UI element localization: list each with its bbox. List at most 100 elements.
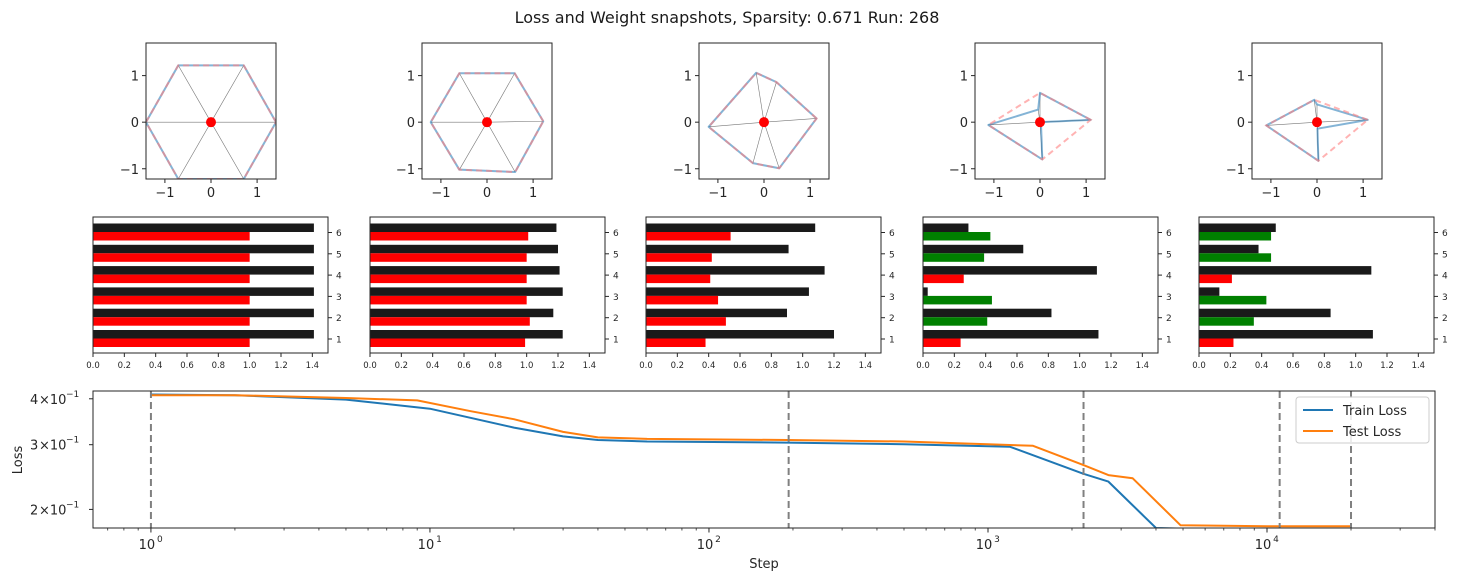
weight-snapshot-panel: −1 0 1 −1 0 1 <box>1226 42 1383 201</box>
x-axis-label: Step <box>749 557 779 572</box>
y-tick-label: 5 <box>336 250 342 260</box>
y-tick-base: ×10 <box>39 393 66 408</box>
bar-norm <box>646 223 816 232</box>
y-tick-label: 1 <box>613 336 619 346</box>
x-tick-label: −1 <box>1261 186 1280 201</box>
x-tick-label: 1.2 <box>551 361 565 371</box>
bar-norm <box>1199 330 1373 339</box>
bar-norm <box>646 244 789 254</box>
bar-red <box>93 253 250 262</box>
x-tick-label: 0 <box>1036 186 1044 201</box>
x-tick-label: 0.0 <box>639 361 653 371</box>
x-tick-label: 0.6 <box>733 361 747 371</box>
y-tick-label: 5 <box>1442 250 1448 260</box>
weight-vector <box>763 118 817 123</box>
x-tick-label: 0 <box>207 186 215 201</box>
y-tick-label: 3 <box>1166 293 1172 303</box>
bar-norm <box>370 330 563 339</box>
plot-area <box>1264 98 1370 163</box>
y-tick-label: 6 <box>889 229 895 239</box>
x-tick-label: 10 <box>418 538 435 553</box>
x-tick-exponent: 3 <box>994 535 1000 545</box>
x-tick-label: 0.6 <box>457 361 471 371</box>
weight-vector <box>178 65 212 123</box>
weight-vector <box>763 82 777 123</box>
bar-red <box>370 338 526 347</box>
bar-red <box>93 232 250 241</box>
x-tick-label: 0.2 <box>1224 361 1238 371</box>
x-tick-label: 0.8 <box>489 361 503 371</box>
figure-title: Loss and Weight snapshots, Sparsity: 0.6… <box>515 8 940 27</box>
bar-norm <box>646 287 809 296</box>
weight-snapshots: −1 0 1 −1 0 1 −1 0 1 −1 0 1 −1 0 1 −1 0 1 −1 0 1 −1 0 1 −1 0 1 −1 0 1 <box>120 42 1383 201</box>
bar-green <box>923 253 985 262</box>
weight-vector <box>988 121 1041 126</box>
axes-frame <box>421 42 553 180</box>
y-tick-base: ×10 <box>39 439 66 454</box>
x-tick-label: 10 <box>697 538 714 553</box>
x-tick-label: 1.4 <box>859 361 873 371</box>
weight-snapshot-panel: −1 0 1 −1 0 1 <box>120 42 277 201</box>
x-tick-label: 1.2 <box>1380 361 1394 371</box>
x-tick-label: 0 <box>1313 186 1321 201</box>
bar-norm <box>923 308 1052 318</box>
y-tick-label: 2 <box>613 314 619 324</box>
bar-norm <box>370 244 558 254</box>
weight-vector <box>486 73 515 123</box>
x-tick-label: 0.0 <box>1192 361 1206 371</box>
bar-red <box>370 295 527 305</box>
x-tick-label: 1.0 <box>796 361 810 371</box>
convex-hull-dashed <box>429 72 545 174</box>
bar-norm <box>1199 308 1331 318</box>
bar-norm <box>370 223 557 232</box>
bar-norm <box>93 308 314 318</box>
bar-red <box>93 338 250 347</box>
weight-vector <box>178 122 212 179</box>
weight-vector <box>1316 119 1368 123</box>
x-tick-label: 1.2 <box>274 361 288 371</box>
bar-norm <box>923 287 928 296</box>
bar-green <box>1199 295 1267 305</box>
x-tick-label: 1.0 <box>520 361 534 371</box>
y-tick-label: −1 <box>949 163 968 178</box>
convex-hull-dashed <box>1264 98 1370 163</box>
y-tick-label: 4 <box>889 272 895 282</box>
y-tick-label: 1 <box>131 70 139 85</box>
bar-green <box>1199 317 1254 326</box>
y-tick-label: −1 <box>396 163 415 178</box>
origin-point <box>1312 117 1322 128</box>
y-tick-label: 3 <box>336 293 342 303</box>
x-tick-label: 1.0 <box>1349 361 1363 371</box>
weight-snapshot-panel: −1 0 1 −1 0 1 <box>673 42 830 201</box>
x-tick-label: 0.6 <box>1010 361 1024 371</box>
y-tick-exponent: −1 <box>66 500 79 510</box>
x-tick-exponent: 2 <box>715 535 721 545</box>
x-tick-label: 0.2 <box>948 361 962 371</box>
y-tick-mantissa: 2 <box>30 503 38 518</box>
bar-green <box>1199 253 1272 262</box>
x-tick-label: 0.0 <box>363 361 377 371</box>
origin-point <box>482 117 492 128</box>
axes-frame <box>92 216 329 354</box>
plot-area <box>986 91 1093 161</box>
bar-norm <box>923 330 1099 339</box>
bar-norm <box>923 223 969 232</box>
weight-vector <box>459 122 488 170</box>
bar-red <box>370 317 530 326</box>
y-tick-label: −1 <box>673 163 692 178</box>
x-tick-label: −1 <box>984 186 1003 201</box>
weight-vector <box>755 72 765 123</box>
weight-vector <box>1266 121 1318 126</box>
y-tick-exponent: −1 <box>66 390 79 400</box>
bar-norm <box>93 244 314 254</box>
y-tick-label: 5 <box>889 250 895 260</box>
x-tick-label: 0.4 <box>149 361 163 371</box>
bar-red <box>1199 274 1232 284</box>
plot-area <box>429 72 545 174</box>
x-tick-label: 1.0 <box>1073 361 1087 371</box>
bar-red <box>646 232 731 241</box>
x-tick-label: 1.4 <box>1412 361 1426 371</box>
bar-chart-panel: 1 2 3 4 5 6 0.0 0.2 0.4 0.6 0.8 1.0 1.2 1.4 <box>1192 216 1448 371</box>
x-tick-label: 0.2 <box>671 361 685 371</box>
